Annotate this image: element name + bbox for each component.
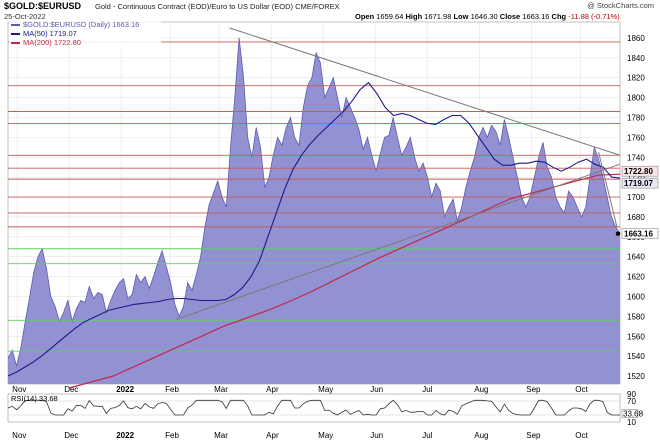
ma50-value-tag-box xyxy=(621,177,659,189)
y-tick-label: 1560 xyxy=(627,332,645,341)
y-tick-label: 1620 xyxy=(627,273,645,282)
rsi-x-tick-label: 2022 xyxy=(116,431,134,440)
y-tick-label: 1860 xyxy=(627,34,645,43)
price-value-tag-box xyxy=(621,228,659,239)
rsi-x-tick-label: Aug xyxy=(474,431,488,440)
rsi-x-tick-label: Oct xyxy=(575,431,588,440)
last-price-dot xyxy=(615,231,621,236)
x-tick-label: Jul xyxy=(422,385,432,394)
close-value: 1663.16 xyxy=(522,12,550,21)
x-tick-label: Dec xyxy=(64,385,78,394)
y-tick-label: 1840 xyxy=(627,54,645,63)
rsi-tick-label: 90 xyxy=(627,390,636,399)
y-tick-label: 1680 xyxy=(627,213,645,222)
rsi-x-tick-label: Sep xyxy=(526,431,541,440)
rsi-x-tick-label: Dec xyxy=(64,431,78,440)
rsi-x-tick-label: Jun xyxy=(370,431,383,440)
x-tick-label: Nov xyxy=(12,385,26,394)
y-tick-label: 1780 xyxy=(627,113,645,122)
open-label: Open xyxy=(355,12,375,21)
rsi-x-tick-label: Nov xyxy=(12,431,26,440)
rsi-line xyxy=(7,399,620,416)
x-tick-label: Mar xyxy=(214,385,228,394)
x-tick-label: Apr xyxy=(266,385,279,394)
y-tick-label: 1520 xyxy=(627,372,645,381)
y-tick-label: 1720 xyxy=(627,173,645,182)
chart-date: 25-Oct-2022 xyxy=(4,12,46,21)
rsi-x-tick-label: Mar xyxy=(214,431,228,440)
y-tick-label: 1800 xyxy=(627,94,645,103)
ohlc-readout: Open 1659.64 High 1671.98 Low 1646.30 Cl… xyxy=(355,12,620,21)
legend-bg xyxy=(9,19,161,47)
ma200-value-tag-box xyxy=(621,165,659,177)
low-value: 1646.30 xyxy=(470,12,498,21)
chg-value: -11.88 (-0.71%) xyxy=(568,12,620,21)
legend-entry: MA(200) 1722.80 xyxy=(23,38,81,47)
y-tick-label: 1820 xyxy=(627,74,645,83)
y-tick-label: 1740 xyxy=(627,153,645,162)
x-tick-label: Sep xyxy=(526,385,541,394)
legend-entry: $GOLD:$EURUSD (Daily) 1663.16 xyxy=(23,20,139,29)
y-tick-label: 1700 xyxy=(627,193,645,202)
rsi-x-tick-label: Apr xyxy=(266,431,279,440)
high-label: High xyxy=(405,12,423,21)
rsi-panel-frame xyxy=(7,393,621,423)
rsi-x-tick-label: May xyxy=(318,431,333,440)
low-label: Low xyxy=(453,12,469,21)
close-label: Close xyxy=(499,12,521,21)
x-tick-label: Aug xyxy=(474,385,488,394)
downtrend-line xyxy=(229,27,621,156)
price-value-tag: 1663.16 xyxy=(624,230,653,239)
ma50-line xyxy=(7,81,621,377)
y-tick-label: 1580 xyxy=(627,312,645,321)
price-area xyxy=(8,37,620,385)
stockcharts-credit: @ StockCharts.com xyxy=(587,1,654,10)
ma50-value-tag: 1719.07 xyxy=(624,179,653,188)
price-line xyxy=(7,37,621,367)
rsi-x-tick-label: Jul xyxy=(422,431,432,440)
y-tick-label: 1600 xyxy=(627,292,645,301)
high-value: 1671.98 xyxy=(424,12,452,21)
y-tick-label: 1540 xyxy=(627,352,645,361)
rsi-tick-label: 70 xyxy=(627,397,636,406)
rsi-legend: RSI(14) 33.68 xyxy=(11,394,58,403)
ma200-value-tag: 1722.80 xyxy=(624,167,653,176)
x-tick-label: 2022 xyxy=(116,385,134,394)
ma200-line xyxy=(69,173,621,389)
rsi-value-box xyxy=(621,409,639,418)
x-tick-label: Jun xyxy=(370,385,383,394)
rsi-x-tick-label: Feb xyxy=(165,431,179,440)
uptrend-line xyxy=(176,163,621,320)
x-tick-label: Feb xyxy=(165,385,179,394)
legend-entry: MA(50) 1719.07 xyxy=(23,29,77,38)
x-tick-label: May xyxy=(318,385,333,394)
rsi-value-tag: 33.68 xyxy=(623,410,644,419)
y-tick-label: 1760 xyxy=(627,133,645,142)
chart-ticker: $GOLD:$EURUSD xyxy=(4,1,82,11)
open-value: 1659.64 xyxy=(376,12,404,21)
rsi-tick-label: 10 xyxy=(627,418,636,427)
x-tick-label: Oct xyxy=(575,385,588,394)
short-trend-line xyxy=(598,152,618,227)
chg-label: Chg xyxy=(551,12,567,21)
chart-description: Gold - Continuous Contract (EOD)/Euro to… xyxy=(95,2,340,11)
y-tick-label: 1640 xyxy=(627,253,645,262)
